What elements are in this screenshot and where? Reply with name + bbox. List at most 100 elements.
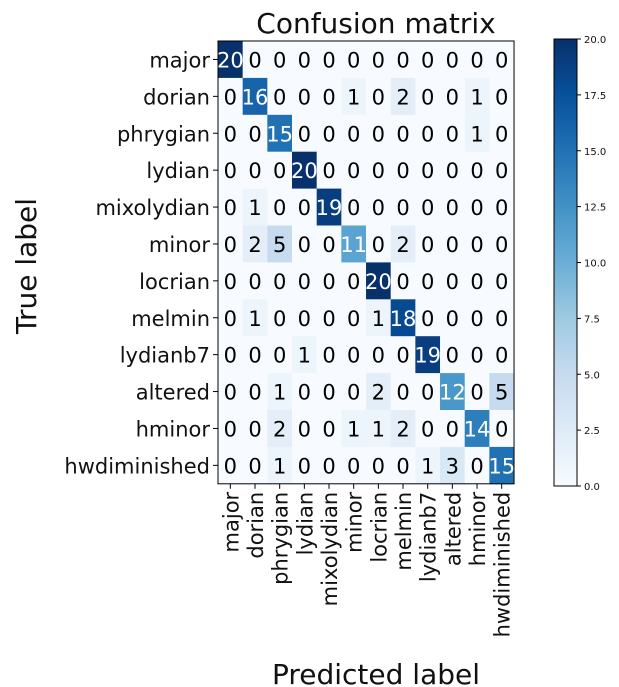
cell-value-label: 16 bbox=[242, 85, 269, 109]
cell-value-label: 0 bbox=[421, 381, 434, 405]
heatmap-cell bbox=[341, 114, 367, 153]
cell-value-label: 20 bbox=[365, 270, 392, 294]
cell-value-label: 0 bbox=[322, 417, 335, 441]
cell-value-label: 0 bbox=[273, 196, 286, 220]
cell-value-label: 0 bbox=[347, 307, 360, 331]
colorbar: 0.0 2.5 5.0 7.5 10.0 12.5 15.0 17.5 20.0 bbox=[553, 35, 606, 493]
cell-value-label: 0 bbox=[495, 417, 508, 441]
cell-value-label: 0 bbox=[495, 307, 508, 331]
cell-value-label: 0 bbox=[446, 307, 459, 331]
heatmap-cell bbox=[242, 336, 268, 374]
heatmap-cell bbox=[415, 114, 441, 153]
cell-value-label: 0 bbox=[421, 307, 434, 331]
heatmap-cell bbox=[218, 410, 244, 448]
cell-value-label: 0 bbox=[470, 196, 483, 220]
cell-value-label: 0 bbox=[322, 381, 335, 405]
x-tick-label: altered bbox=[441, 492, 465, 566]
cell-value-label: 1 bbox=[347, 85, 360, 109]
cell-value-label: 0 bbox=[298, 122, 311, 146]
cell-value-label: 19 bbox=[316, 196, 343, 220]
cell-value-label: 2 bbox=[273, 417, 286, 441]
cell-value-label: 0 bbox=[322, 270, 335, 294]
cell-value-label: 0 bbox=[421, 122, 434, 146]
heatmap-cell bbox=[415, 225, 441, 263]
heatmap-cell bbox=[440, 114, 466, 153]
cell-value-label: 0 bbox=[421, 270, 434, 294]
heatmap-cell bbox=[316, 41, 342, 79]
heatmap-cell bbox=[242, 410, 268, 448]
colorbar-tick-label: 17.5 bbox=[584, 91, 606, 102]
cell-value-label: 0 bbox=[495, 85, 508, 109]
colorbar-tick-label: 2.5 bbox=[584, 426, 600, 437]
heatmap-cell bbox=[390, 188, 416, 226]
x-tick-label: dorian bbox=[244, 492, 268, 559]
cell-value-label: 0 bbox=[248, 122, 261, 146]
heatmap-cell bbox=[267, 410, 293, 448]
heatmap-cell bbox=[292, 188, 318, 226]
heatmap-cell bbox=[218, 446, 244, 485]
heatmap-cell bbox=[440, 299, 466, 337]
cell-value-label: 0 bbox=[224, 307, 237, 331]
cell-value-label: 0 bbox=[248, 159, 261, 183]
heatmap-cell bbox=[316, 225, 342, 263]
cell-value-label: 0 bbox=[322, 307, 335, 331]
heatmap-cell bbox=[242, 446, 268, 485]
cell-value-label: 0 bbox=[372, 85, 385, 109]
heatmap-cell bbox=[440, 262, 466, 300]
x-tick-label: major bbox=[219, 491, 243, 552]
cell-value-label: 5 bbox=[495, 381, 508, 405]
heatmap-cell bbox=[366, 446, 392, 485]
cell-value-label: 1 bbox=[470, 122, 483, 146]
heatmap-cell bbox=[440, 41, 466, 79]
cell-value-label: 0 bbox=[396, 122, 409, 146]
heatmap-cell bbox=[267, 336, 293, 374]
colorbar-tick-label: 5.0 bbox=[584, 370, 600, 381]
cell-value-label: 2 bbox=[248, 233, 261, 257]
x-tick-label: mixolydian bbox=[318, 492, 342, 607]
heatmap-cell bbox=[366, 151, 392, 189]
heatmap-cell bbox=[366, 225, 392, 263]
cell-value-label: 14 bbox=[464, 417, 491, 441]
cell-value-label: 0 bbox=[298, 454, 311, 478]
heatmap-cell bbox=[316, 373, 342, 411]
cell-value-label: 0 bbox=[347, 270, 360, 294]
cell-value-label: 0 bbox=[248, 417, 261, 441]
cell-value-label: 0 bbox=[396, 270, 409, 294]
heatmap-cell bbox=[489, 151, 515, 189]
heatmap-cell bbox=[464, 410, 490, 448]
heatmap-cell bbox=[316, 262, 342, 300]
heatmap-cell bbox=[218, 373, 244, 411]
cell-value-label: 0 bbox=[248, 454, 261, 478]
cell-value-label: 0 bbox=[224, 454, 237, 478]
heatmap-cell bbox=[366, 336, 392, 374]
heatmap-cell bbox=[341, 446, 367, 485]
cell-value-label: 0 bbox=[224, 233, 237, 257]
cell-value-label: 0 bbox=[322, 48, 335, 72]
cell-value-label: 0 bbox=[322, 159, 335, 183]
cell-value-label: 1 bbox=[372, 417, 385, 441]
cell-value-label: 0 bbox=[495, 122, 508, 146]
x-tick-labels: major dorian phrygian lydian mixolydian minor… bbox=[219, 483, 515, 637]
heatmap-cell bbox=[292, 336, 318, 374]
heatmap-cell bbox=[390, 373, 416, 411]
cell-value-label: 0 bbox=[248, 48, 261, 72]
heatmap-cell bbox=[390, 336, 416, 374]
cell-value-label: 0 bbox=[298, 233, 311, 257]
cell-value-label: 0 bbox=[396, 381, 409, 405]
cell-value-label: 20 bbox=[217, 48, 244, 72]
cell-value-label: 0 bbox=[347, 344, 360, 368]
cell-value-label: 0 bbox=[372, 48, 385, 72]
heatmap-cell bbox=[316, 114, 342, 153]
heatmap-cell bbox=[218, 262, 244, 300]
x-tick-label: minor bbox=[343, 491, 367, 552]
cell-value-label: 0 bbox=[470, 344, 483, 368]
heatmap-cell bbox=[415, 446, 441, 485]
heatmap-cell bbox=[489, 77, 515, 116]
x-tick-label: phrygian bbox=[269, 492, 293, 585]
cell-value-label: 0 bbox=[347, 159, 360, 183]
heatmap-cell bbox=[267, 41, 293, 79]
heatmap-cell bbox=[316, 77, 342, 116]
cell-value-label: 0 bbox=[446, 85, 459, 109]
cell-value-label: 1 bbox=[421, 454, 434, 478]
y-tick-label: minor bbox=[149, 233, 210, 257]
